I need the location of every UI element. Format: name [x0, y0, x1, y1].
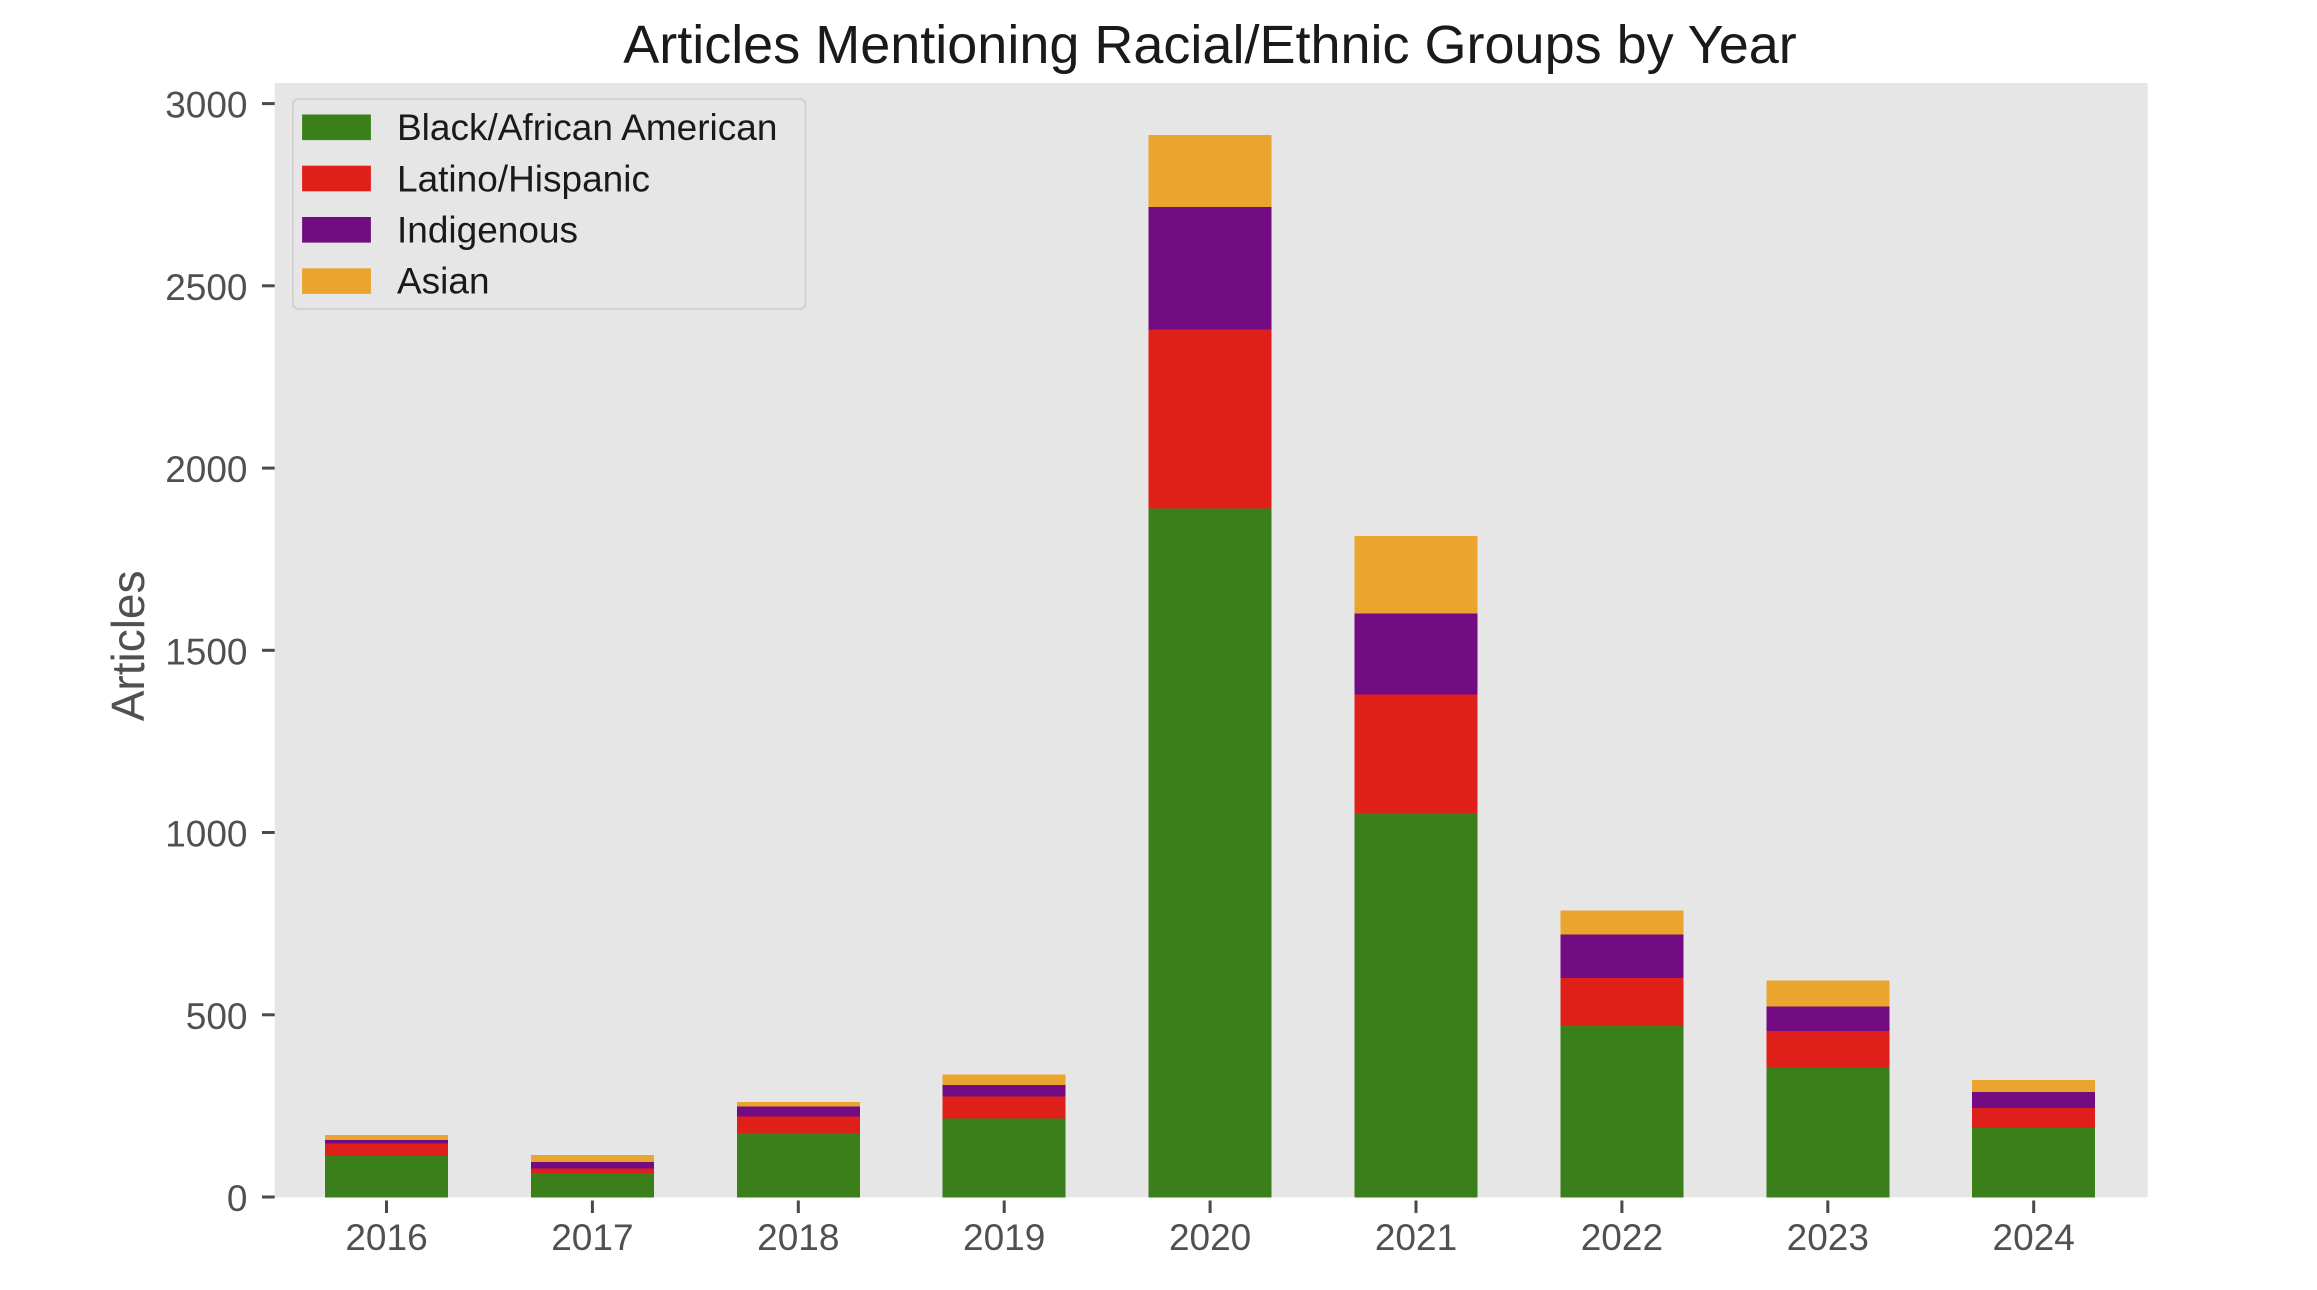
svg-text:2500: 2500: [165, 267, 247, 308]
svg-text:2024: 2024: [1993, 1217, 2075, 1258]
svg-text:Indigenous: Indigenous: [397, 210, 578, 251]
svg-text:Asian: Asian: [397, 260, 490, 301]
svg-text:1500: 1500: [165, 631, 247, 672]
svg-text:2020: 2020: [1169, 1217, 1251, 1258]
svg-text:Latino/Hispanic: Latino/Hispanic: [397, 158, 650, 199]
svg-text:1000: 1000: [165, 814, 247, 855]
svg-text:Black/African American: Black/African American: [397, 107, 777, 148]
svg-text:0: 0: [227, 1178, 248, 1219]
svg-text:2016: 2016: [345, 1217, 427, 1258]
svg-text:2023: 2023: [1787, 1217, 1869, 1258]
svg-text:Articles: Articles: [102, 570, 154, 721]
svg-text:3000: 3000: [165, 85, 247, 126]
svg-text:2019: 2019: [963, 1217, 1045, 1258]
svg-text:500: 500: [186, 996, 248, 1037]
svg-text:2018: 2018: [757, 1217, 839, 1258]
svg-text:2022: 2022: [1581, 1217, 1663, 1258]
svg-text:2021: 2021: [1375, 1217, 1457, 1258]
svg-text:Articles Mentioning Racial/Eth: Articles Mentioning Racial/Ethnic Groups…: [623, 15, 1797, 75]
svg-text:2017: 2017: [551, 1217, 633, 1258]
svg-text:2000: 2000: [165, 449, 247, 490]
